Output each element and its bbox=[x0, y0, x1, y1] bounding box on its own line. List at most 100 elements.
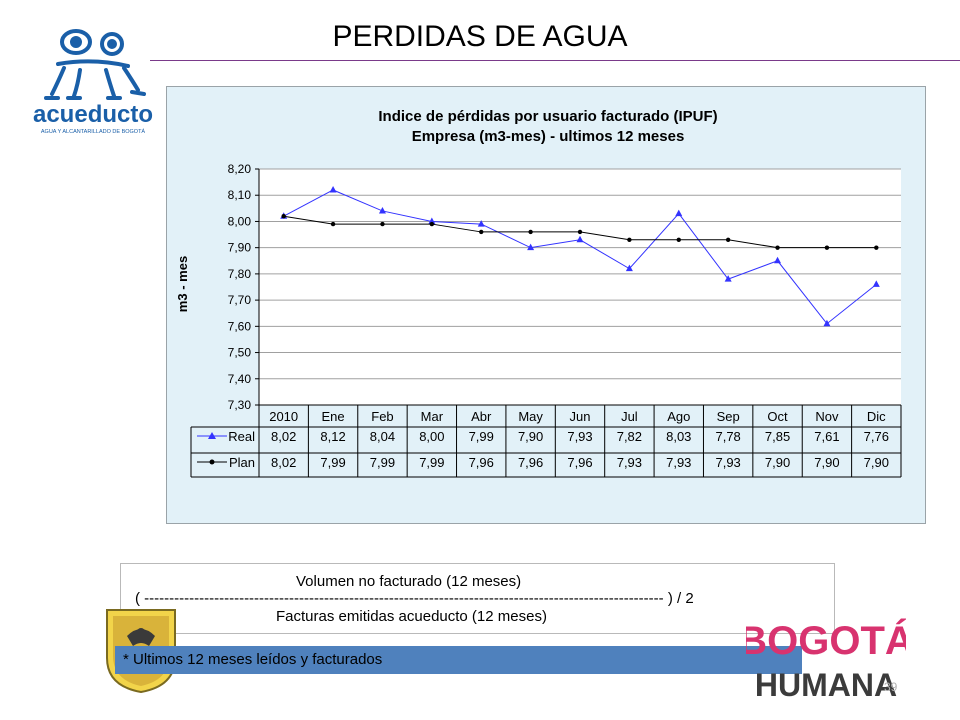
data-label: 8,04 bbox=[370, 429, 395, 444]
data-point bbox=[775, 245, 780, 250]
category-label: Mar bbox=[421, 409, 444, 424]
data-point bbox=[872, 280, 880, 287]
formula-box: Volumen no facturado (12 meses) ( ------… bbox=[120, 563, 835, 634]
category-label: 2010 bbox=[269, 409, 298, 424]
y-tick-label: 8,20 bbox=[228, 162, 252, 176]
chart-title: Indice de pérdidas por usuario facturado… bbox=[378, 108, 717, 125]
category-label: Jul bbox=[621, 409, 638, 424]
data-label: 7,82 bbox=[617, 429, 642, 444]
legend-label: Real bbox=[228, 429, 255, 444]
data-point bbox=[724, 275, 732, 282]
category-label: Oct bbox=[767, 409, 788, 424]
data-label: 7,93 bbox=[715, 455, 740, 470]
data-point bbox=[330, 221, 336, 227]
data-label: 7,99 bbox=[469, 429, 494, 444]
y-tick-label: 7,90 bbox=[228, 241, 252, 255]
y-tick-label: 7,50 bbox=[228, 346, 252, 360]
data-label: 7,90 bbox=[765, 455, 790, 470]
data-point bbox=[725, 237, 731, 242]
data-point bbox=[527, 243, 535, 251]
category-label: Feb bbox=[371, 409, 393, 424]
data-label: 7,99 bbox=[370, 455, 395, 470]
data-point bbox=[774, 256, 782, 264]
formula-denominator: Facturas emitidas acueducto (12 meses) bbox=[276, 608, 547, 625]
data-point bbox=[528, 229, 533, 235]
data-label: 8,00 bbox=[419, 429, 444, 444]
data-label: 8,03 bbox=[666, 429, 691, 444]
legend-label: Plan bbox=[229, 455, 255, 470]
page-title: PERDIDAS DE AGUA bbox=[332, 20, 628, 53]
data-label: 7,61 bbox=[814, 429, 839, 444]
data-label: 7,96 bbox=[567, 455, 592, 470]
data-label: 8,02 bbox=[271, 455, 296, 470]
y-tick-label: 7,80 bbox=[228, 267, 252, 281]
category-label: Nov bbox=[815, 409, 839, 424]
data-point bbox=[577, 229, 583, 235]
y-axis-label: m3 - mes bbox=[175, 256, 190, 312]
y-tick-labels: 8,20 8,10 8,00 7,90 7,80 7,70 7,60 7,50 7,40 7,30 bbox=[228, 162, 252, 412]
data-point bbox=[429, 221, 435, 227]
data-point bbox=[380, 221, 385, 227]
grid-lines bbox=[255, 168, 901, 406]
category-label: Ago bbox=[667, 409, 690, 424]
category-label: Ene bbox=[322, 409, 345, 424]
category-label: Dic bbox=[867, 409, 886, 424]
data-label: 8,12 bbox=[320, 429, 345, 444]
plot-area bbox=[259, 169, 901, 405]
data-label: 7,76 bbox=[864, 429, 889, 444]
data-point bbox=[823, 319, 831, 327]
data-label: 7,90 bbox=[864, 455, 889, 470]
data-point bbox=[676, 237, 681, 242]
formula-numerator: Volumen no facturado (12 meses) bbox=[296, 573, 522, 590]
data-point bbox=[329, 185, 337, 193]
logo-bottom-text: HUMANA bbox=[755, 667, 897, 703]
data-point bbox=[378, 206, 386, 214]
data-label: 7,93 bbox=[617, 455, 642, 470]
formula-fraction-line: ( --------------------------------------… bbox=[135, 590, 694, 607]
data-label: 7,96 bbox=[518, 455, 543, 470]
data-label: 7,93 bbox=[666, 455, 691, 470]
bogota-humana-logo: BOGOTÁ HUMANA bbox=[746, 618, 906, 703]
y-tick-label: 7,40 bbox=[228, 372, 252, 386]
legend-key-marker bbox=[209, 459, 215, 465]
frog-icon bbox=[44, 29, 146, 100]
data-label: 7,78 bbox=[715, 429, 740, 444]
chart-subtitle: Empresa (m3-mes) - ultimos 12 meses bbox=[412, 128, 685, 145]
data-point bbox=[627, 237, 632, 242]
data-point bbox=[874, 245, 879, 250]
data-label: 7,93 bbox=[567, 429, 592, 444]
data-point bbox=[479, 229, 484, 235]
logo-top-text: BOGOTÁ bbox=[746, 618, 906, 663]
y-tick-label: 7,30 bbox=[228, 398, 252, 412]
footnote-bar: * Ultimos 12 meses leídos y facturados bbox=[115, 646, 802, 674]
data-point bbox=[477, 220, 485, 227]
series-lines bbox=[280, 185, 880, 327]
data-label: 7,99 bbox=[320, 455, 345, 470]
data-table: 2010 Ene Feb Mar Abr May Jun Jul Ago Sep Oct Nov Dic… bbox=[190, 404, 902, 478]
category-label: Jun bbox=[570, 409, 591, 424]
title-divider bbox=[150, 60, 960, 61]
page-number: 39 bbox=[884, 680, 898, 694]
y-tick-label: 7,70 bbox=[228, 293, 252, 307]
data-label: 8,02 bbox=[271, 429, 296, 444]
ipuf-line-chart: Indice de pérdidas por usuario facturado… bbox=[175, 108, 902, 478]
data-point bbox=[824, 245, 830, 250]
data-point bbox=[576, 235, 584, 243]
logo-wordmark: acueducto bbox=[33, 101, 153, 128]
category-label: May bbox=[518, 409, 543, 424]
legend-key-marker bbox=[208, 432, 216, 439]
data-point bbox=[428, 217, 436, 224]
category-label: Abr bbox=[471, 409, 492, 424]
y-tick-label: 7,60 bbox=[228, 319, 252, 333]
data-point bbox=[675, 209, 683, 217]
data-label: 7,90 bbox=[814, 455, 839, 470]
y-tick-label: 8,00 bbox=[228, 214, 252, 228]
logo-subtext: AGUA Y ALCANTARILLADO DE BOGOTÁ bbox=[41, 128, 146, 135]
data-label: 7,90 bbox=[518, 429, 543, 444]
chart-panel: Indice de pérdidas por usuario facturado… bbox=[166, 86, 926, 524]
data-point bbox=[281, 214, 286, 219]
category-label: Sep bbox=[717, 409, 740, 424]
data-label: 7,99 bbox=[419, 455, 444, 470]
data-label: 7,85 bbox=[765, 429, 790, 444]
data-point bbox=[625, 264, 633, 272]
